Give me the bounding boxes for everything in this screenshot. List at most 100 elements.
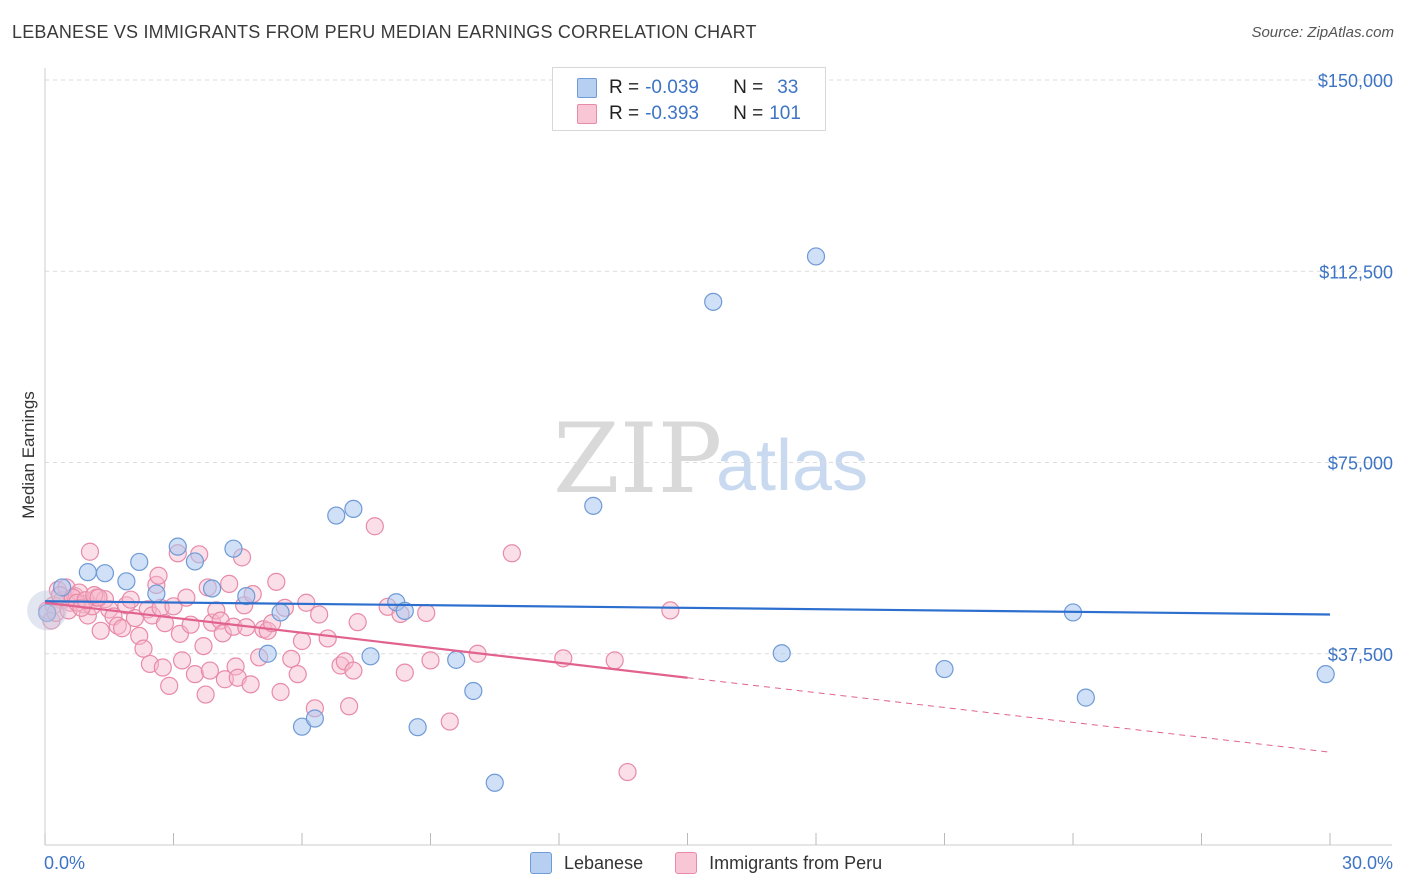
y-tick-label: $37,500 xyxy=(1328,645,1393,665)
point-peru xyxy=(267,572,286,591)
series-swatch-peru xyxy=(675,852,698,874)
point-peru xyxy=(605,651,624,670)
legend-n-label: N = xyxy=(733,103,764,124)
point-lebanese xyxy=(704,292,723,311)
point-peru xyxy=(421,651,440,670)
point-peru xyxy=(365,517,384,536)
point-lebanese xyxy=(584,496,603,515)
point-lebanese xyxy=(772,644,791,663)
legend-n-label: N = xyxy=(733,77,764,98)
series-legend-lebanese[interactable]: Lebanese xyxy=(530,852,643,874)
series-legend: Lebanese Immigrants from Peru xyxy=(530,852,914,874)
axes xyxy=(44,68,1392,846)
point-peru xyxy=(417,603,436,623)
legend-swatch-peru xyxy=(577,104,597,124)
x-tick-labels: 0.0% 30.0% xyxy=(44,853,1393,873)
point-peru xyxy=(310,605,329,624)
trend-peru xyxy=(44,601,688,679)
point-peru xyxy=(288,665,307,684)
point-peru xyxy=(153,658,172,677)
gridlines xyxy=(45,79,1392,655)
point-lebanese xyxy=(117,572,136,591)
y-tick-label: $75,000 xyxy=(1328,454,1393,474)
point-lebanese xyxy=(464,681,483,701)
series-label-peru: Immigrants from Peru xyxy=(709,852,883,873)
point-lebanese xyxy=(408,718,427,737)
point-peru xyxy=(155,614,175,633)
point-lebanese xyxy=(292,717,312,736)
point-lebanese xyxy=(327,506,346,525)
series-swatch-lebanese xyxy=(530,852,552,874)
legend-r-value: -0.393 xyxy=(645,103,699,124)
point-lebanese xyxy=(1316,665,1335,684)
point-peru xyxy=(292,631,312,651)
series-legend-peru[interactable]: Immigrants from Peru xyxy=(675,852,882,874)
x-tick-label: 30.0% xyxy=(1342,853,1393,873)
point-lebanese xyxy=(185,552,205,571)
point-peru xyxy=(282,649,301,668)
point-cluster xyxy=(27,590,68,631)
point-lebanese xyxy=(395,601,414,621)
point-lebanese xyxy=(258,644,277,663)
trend-peru-extrapolated xyxy=(687,677,1331,753)
legend-row-peru: R = -0.393 N = 101 xyxy=(577,101,801,127)
point-peru xyxy=(226,657,245,676)
point-peru xyxy=(112,619,132,638)
point-lebanese xyxy=(361,647,380,666)
legend-r-label: R = xyxy=(609,77,640,98)
y-axis-label: Median Earnings xyxy=(19,391,38,519)
y-tick-labels: $37,500 $75,000 $112,500 $150,000 xyxy=(1318,71,1393,665)
point-peru xyxy=(220,574,239,593)
point-lebanese xyxy=(130,552,149,572)
point-peru xyxy=(344,661,363,680)
legend-row-lebanese: R = -0.039 N = 33 xyxy=(577,75,798,101)
point-peru xyxy=(348,613,367,632)
watermark-atlas: atlas xyxy=(716,426,868,506)
point-lebanese xyxy=(305,709,324,728)
point-peru xyxy=(200,661,220,680)
point-lebanese xyxy=(1076,688,1095,707)
legend-r-value: -0.039 xyxy=(645,77,699,98)
point-lebanese xyxy=(38,603,57,623)
point-lebanese xyxy=(447,650,466,669)
y-tick-label: $150,000 xyxy=(1318,71,1393,91)
trend-lines xyxy=(44,600,1331,753)
point-lebanese xyxy=(147,584,166,603)
point-peru xyxy=(196,685,215,704)
watermark: ZIP atlas xyxy=(553,403,868,515)
point-peru xyxy=(149,566,168,585)
point-peru xyxy=(661,601,680,620)
point-lebanese xyxy=(237,587,256,606)
correlation-legend: R = -0.039 N = 33 R = -0.393 N = 101 xyxy=(552,67,826,131)
trend-lebanese xyxy=(44,600,1331,616)
point-peru xyxy=(340,697,359,716)
legend-n-value: 101 xyxy=(769,103,801,124)
chart-title: LEBANESE VS IMMIGRANTS FROM PERU MEDIAN … xyxy=(12,22,757,42)
point-peru xyxy=(502,544,521,563)
point-lebanese xyxy=(53,578,72,597)
point-peru xyxy=(80,542,100,561)
legend-n-value: 33 xyxy=(777,77,799,98)
point-peru xyxy=(440,712,459,731)
point-peru xyxy=(318,629,337,648)
point-peru xyxy=(271,682,290,702)
point-peru xyxy=(160,676,179,695)
series-label-lebanese: Lebanese xyxy=(564,852,644,873)
scatter-points xyxy=(27,247,1335,792)
point-peru xyxy=(213,624,232,643)
x-tick-label: 0.0% xyxy=(44,853,85,873)
point-peru xyxy=(172,651,192,670)
point-peru xyxy=(395,663,414,682)
legend-r-label: R = xyxy=(609,103,640,124)
point-peru xyxy=(89,588,108,607)
point-lebanese xyxy=(485,773,504,792)
point-peru xyxy=(134,639,153,658)
point-lebanese xyxy=(271,603,290,622)
point-peru xyxy=(185,665,205,684)
point-peru xyxy=(618,762,637,782)
point-peru xyxy=(194,636,213,656)
y-tick-label: $112,500 xyxy=(1319,262,1393,282)
point-lebanese xyxy=(344,499,363,519)
point-peru xyxy=(121,590,140,609)
